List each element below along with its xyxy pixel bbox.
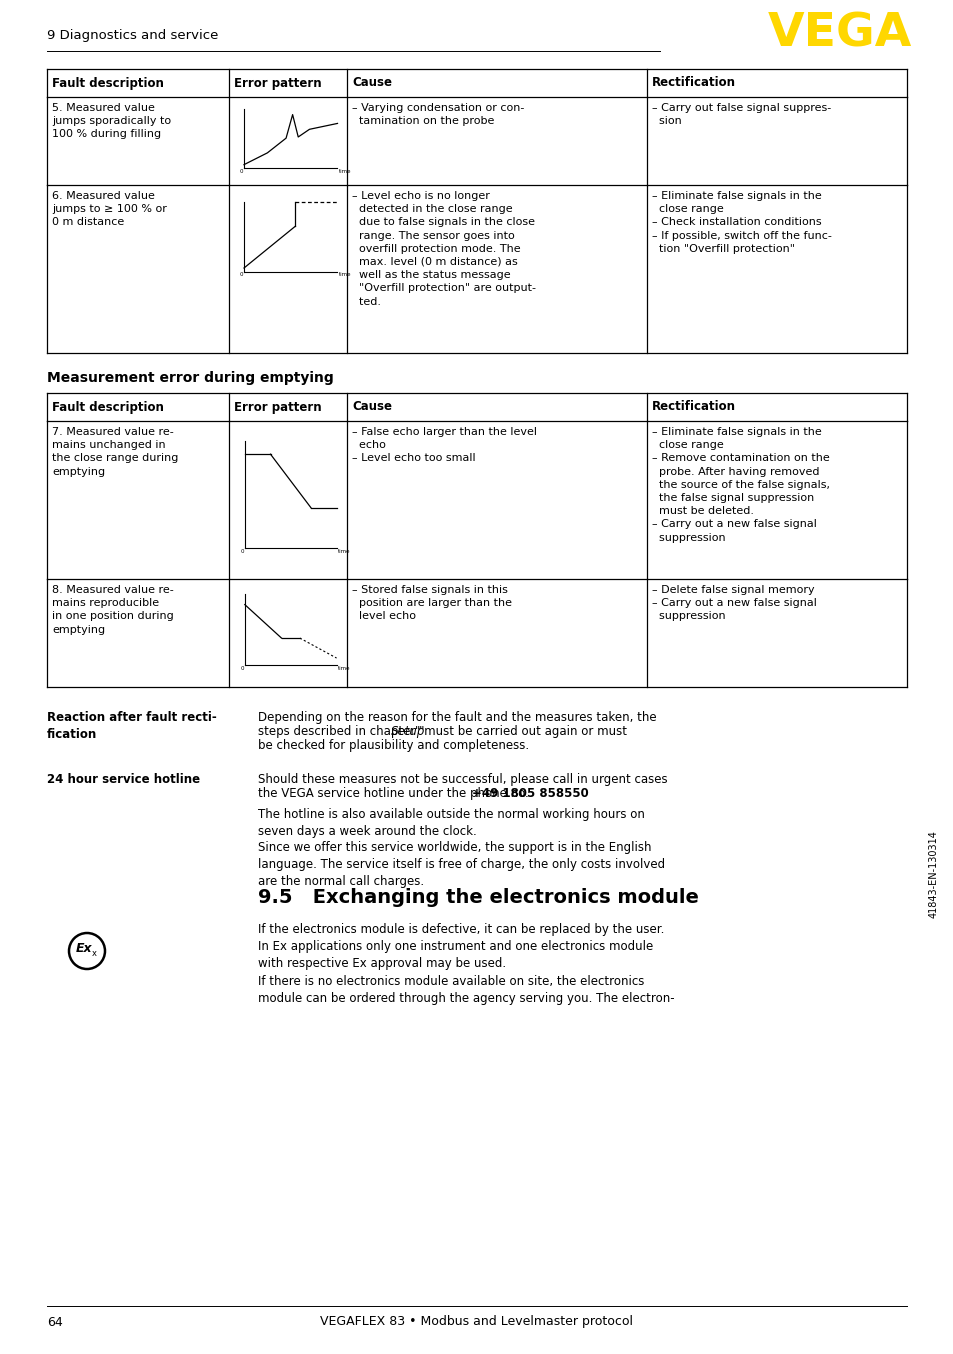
Text: If the electronics module is defective, it can be replaced by the user.: If the electronics module is defective, …	[257, 923, 663, 936]
Text: Ex: Ex	[75, 942, 92, 956]
Text: In Ex applications only one instrument and one electronics module
with respectiv: In Ex applications only one instrument a…	[257, 940, 653, 969]
Text: the VEGA service hotline under the phone no.: the VEGA service hotline under the phone…	[257, 787, 532, 800]
Text: VEGAFLEX 83 • Modbus and Levelmaster protocol: VEGAFLEX 83 • Modbus and Levelmaster pro…	[320, 1316, 633, 1328]
Text: Measurement error during emptying: Measurement error during emptying	[47, 371, 334, 385]
Text: +49 1805 858550: +49 1805 858550	[471, 787, 588, 800]
Text: If there is no electronics module available on site, the electronics
module can : If there is no electronics module availa…	[257, 975, 674, 1005]
Text: 6. Measured value
jumps to ≥ 100 % or
0 m distance: 6. Measured value jumps to ≥ 100 % or 0 …	[52, 191, 167, 227]
Text: 64: 64	[47, 1316, 63, 1328]
Text: – Level echo is no longer
  detected in the close range
  due to false signals i: – Level echo is no longer detected in th…	[352, 191, 536, 306]
Text: 0: 0	[239, 272, 243, 278]
Text: – Eliminate false signals in the
  close range
– Check installation conditions
–: – Eliminate false signals in the close r…	[651, 191, 831, 253]
Text: – False echo larger than the level
  echo
– Level echo too small: – False echo larger than the level echo …	[352, 427, 537, 463]
Text: Depending on the reason for the fault and the measures taken, the: Depending on the reason for the fault an…	[257, 711, 656, 724]
Text: Fault description: Fault description	[52, 76, 164, 89]
Text: Cause: Cause	[352, 401, 392, 413]
Text: Cause: Cause	[352, 76, 392, 89]
Text: 5. Measured value
jumps sporadically to
100 % during filling: 5. Measured value jumps sporadically to …	[52, 103, 171, 139]
Text: Error pattern: Error pattern	[233, 76, 321, 89]
Text: time: time	[338, 272, 351, 278]
Text: Rectification: Rectification	[651, 76, 735, 89]
Text: – Delete false signal memory
– Carry out a new false signal
  suppression: – Delete false signal memory – Carry out…	[651, 585, 816, 621]
Text: – Carry out false signal suppres-
  sion: – Carry out false signal suppres- sion	[651, 103, 830, 126]
Text: 41843-EN-130314: 41843-EN-130314	[928, 830, 938, 918]
Text: 9.5   Exchanging the electronics module: 9.5 Exchanging the electronics module	[257, 888, 699, 907]
Text: 0: 0	[239, 169, 243, 173]
Text: time: time	[337, 550, 350, 554]
Text: Should these measures not be successful, please call in urgent cases: Should these measures not be successful,…	[257, 773, 667, 787]
Text: 24 hour service hotline: 24 hour service hotline	[47, 773, 200, 787]
Text: Error pattern: Error pattern	[233, 401, 321, 413]
Text: – Eliminate false signals in the
  close range
– Remove contamination on the
  p: – Eliminate false signals in the close r…	[651, 427, 829, 543]
Text: 0: 0	[240, 666, 244, 672]
Text: VEGA: VEGA	[767, 11, 911, 57]
Text: 7. Measured value re-
mains unchanged in
the close range during
emptying: 7. Measured value re- mains unchanged in…	[52, 427, 178, 477]
Text: Reaction after fault recti-
fication: Reaction after fault recti- fication	[47, 711, 216, 741]
Text: x: x	[91, 949, 96, 959]
Text: – Varying condensation or con-
  tamination on the probe: – Varying condensation or con- taminatio…	[352, 103, 524, 126]
Text: 0: 0	[240, 550, 244, 554]
Text: " must be carried out again or must: " must be carried out again or must	[415, 724, 626, 738]
Text: Setup: Setup	[391, 724, 425, 738]
Text: be checked for plausibility and completeness.: be checked for plausibility and complete…	[257, 739, 529, 751]
Text: – Stored false signals in this
  position are larger than the
  level echo: – Stored false signals in this position …	[352, 585, 512, 621]
Text: 9 Diagnostics and service: 9 Diagnostics and service	[47, 30, 218, 42]
Text: steps described in chapter ": steps described in chapter "	[257, 724, 424, 738]
Text: Since we offer this service worldwide, the support is in the English
language. T: Since we offer this service worldwide, t…	[257, 841, 664, 888]
Text: Fault description: Fault description	[52, 401, 164, 413]
Text: time: time	[338, 169, 351, 173]
Text: The hotline is also available outside the normal working hours on
seven days a w: The hotline is also available outside th…	[257, 808, 644, 838]
Text: 8. Measured value re-
mains reproducible
in one position during
emptying: 8. Measured value re- mains reproducible…	[52, 585, 173, 635]
Text: Rectification: Rectification	[651, 401, 735, 413]
Text: time: time	[337, 666, 350, 672]
